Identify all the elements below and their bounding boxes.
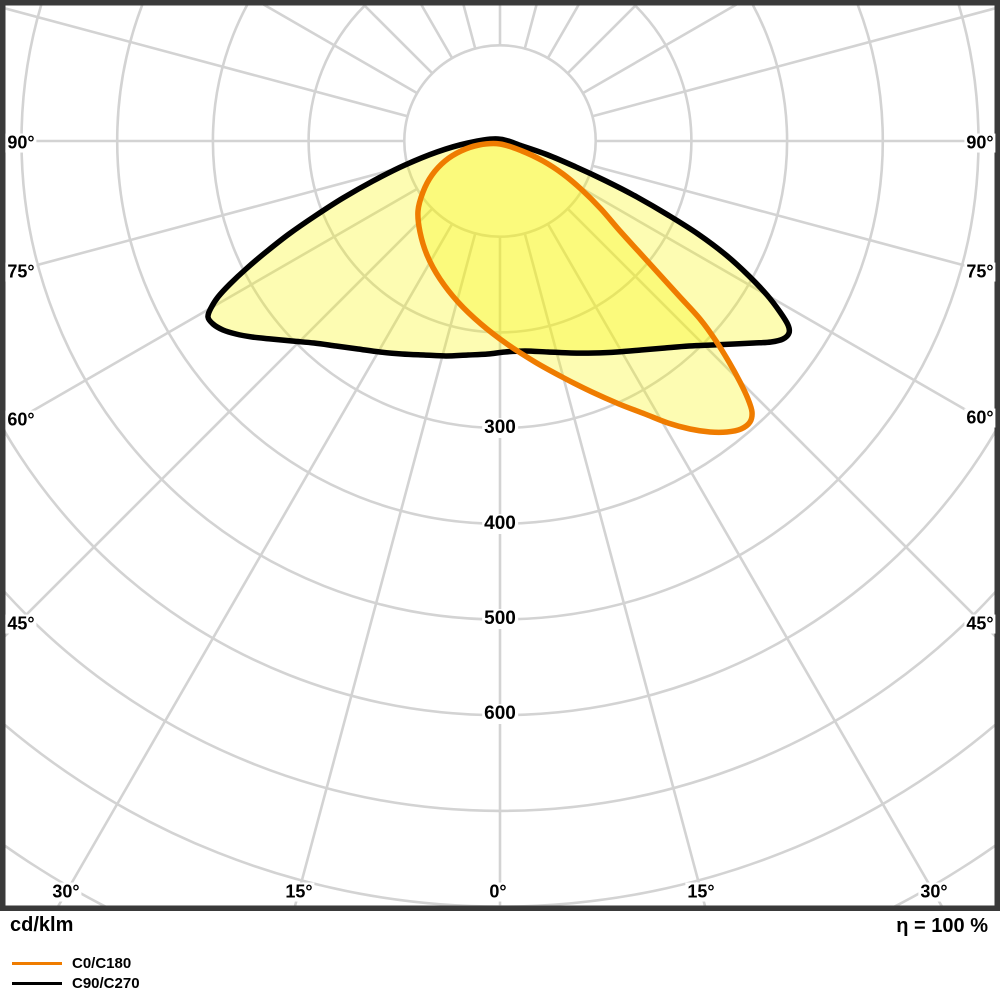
legend: C0/C180 C90/C270: [12, 953, 140, 993]
grid-spoke: [5, 187, 418, 429]
curve-c0-c180: [415, 140, 755, 436]
efficiency-label: η = 100 %: [896, 915, 988, 937]
angle-label-bottom-15-right: 15°: [685, 881, 717, 902]
grid-spoke: [5, 164, 408, 275]
legend-label-c90-c270: C90/C270: [72, 974, 140, 992]
angle-label-bottom-0: 0°: [487, 881, 509, 902]
angle-label-right-60: 60°: [964, 407, 996, 428]
legend-line-c0-c180: [12, 961, 62, 965]
legend-item-c90-c270: C90/C270: [12, 973, 140, 993]
angle-label-right-75: 75°: [964, 261, 996, 282]
grid-spoke: [5, 7, 408, 118]
grid-spoke: [592, 164, 995, 275]
polar-chart-svg: [0, 0, 1000, 911]
polar-chart-area: 90° 75° 60° 45° 90° 75° 60° 45° 30° 15° …: [0, 0, 1000, 911]
angle-label-left-45: 45°: [5, 613, 37, 634]
angle-label-right-45: 45°: [964, 613, 996, 634]
angle-label-bottom-30-right: 30°: [918, 881, 950, 902]
radial-label-500: 500: [482, 608, 518, 630]
angle-label-left-60: 60°: [5, 409, 37, 430]
grid-spoke: [582, 187, 995, 429]
radial-label-600: 600: [482, 703, 518, 725]
angle-label-bottom-15-left: 15°: [283, 881, 315, 902]
plot-border: [0, 0, 1000, 911]
curve-c0-c180-fill: [417, 143, 753, 433]
curve-c90-c270: [205, 136, 793, 359]
grid-spoke: [592, 7, 995, 118]
grid-spoke: [56, 223, 454, 906]
radial-label-400: 400: [482, 513, 518, 535]
unit-label: cd/klm: [10, 914, 74, 936]
legend-label-c0-c180: C0/C180: [72, 954, 132, 972]
legend-item-c0-c180: C0/C180: [12, 953, 140, 973]
grid-spoke: [293, 233, 477, 906]
grid-spoke: [546, 223, 944, 906]
grid-spoke: [523, 233, 707, 906]
legend-line-c90-c270: [12, 981, 62, 985]
angle-label-bottom-30-left: 30°: [50, 881, 82, 902]
angle-label-right-90: 90°: [964, 132, 996, 153]
angle-label-left-90: 90°: [5, 132, 37, 153]
angle-label-left-75: 75°: [5, 261, 37, 282]
radial-label-300: 300: [482, 417, 518, 439]
